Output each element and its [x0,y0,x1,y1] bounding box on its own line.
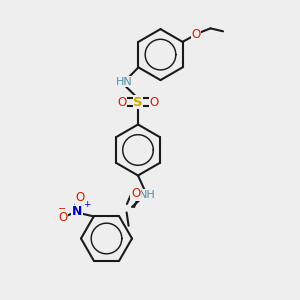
Text: NH: NH [139,190,155,200]
Text: O: O [117,95,126,109]
Text: O: O [58,211,68,224]
Text: O: O [150,95,159,109]
Text: HN: HN [116,76,133,87]
Text: S: S [133,95,143,109]
Text: −: − [58,204,67,214]
Text: +: + [83,200,90,208]
Text: O: O [191,28,201,41]
Text: O: O [76,191,85,204]
Text: N: N [72,206,83,218]
Text: O: O [131,187,140,200]
